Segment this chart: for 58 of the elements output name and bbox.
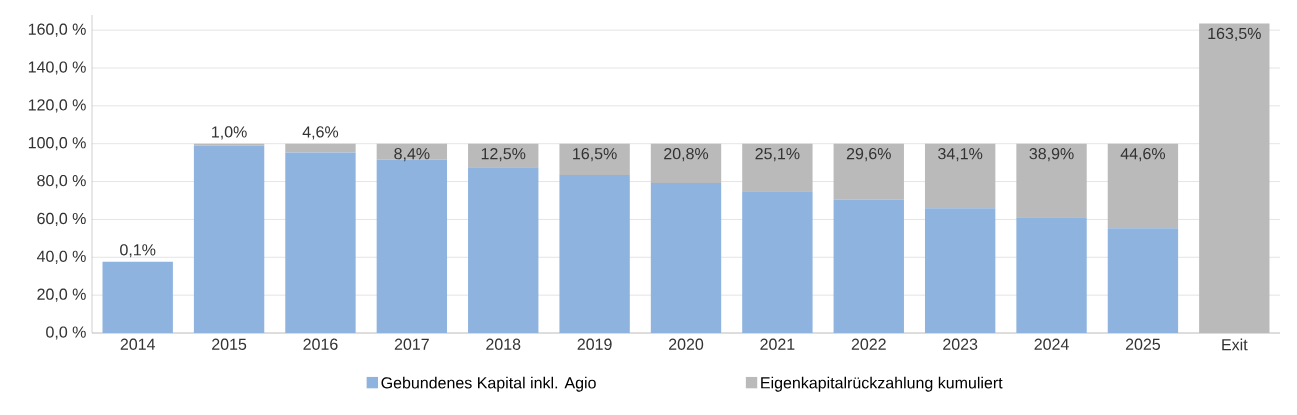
bar: [559, 143, 630, 175]
bar: [924, 143, 996, 209]
y-tick-label: 0,0 %: [46, 326, 86, 340]
y-tick-label: 100,0 %: [28, 137, 86, 151]
data-label: 163,5%: [1208, 27, 1261, 41]
data-label: 25,1%: [755, 147, 800, 162]
bar: [742, 191, 813, 333]
data-label: 0,1%: [120, 244, 156, 258]
x-tick-label: 2020: [669, 338, 704, 350]
data-label: 34,1%: [938, 147, 983, 162]
bar: [833, 199, 904, 333]
data-label: 8,4%: [394, 147, 430, 162]
bar: [559, 174, 630, 333]
data-label: 38,9%: [1029, 147, 1074, 162]
bar: [1107, 143, 1179, 229]
x-tick-label: 2024: [1034, 338, 1069, 350]
data-label: 16,5%: [573, 147, 617, 162]
data-label: 29,6%: [846, 147, 891, 162]
bar: [1107, 228, 1179, 333]
x-tick-label: 2022: [851, 338, 886, 350]
x-tick-label: 2015: [212, 338, 247, 350]
bar: [833, 143, 904, 200]
bar: [924, 208, 996, 333]
y-tick-label: 20,0 %: [37, 288, 86, 302]
bar: [376, 143, 448, 160]
bar: [102, 261, 173, 333]
x-tick-label: 2016: [303, 338, 338, 350]
bar: [650, 143, 722, 184]
x-tick-label: 2023: [943, 338, 978, 350]
y-tick-label: 80,0 %: [37, 174, 86, 189]
data-label: 1,0%: [212, 126, 247, 140]
bar: [285, 143, 356, 153]
x-tick-label: 2019: [577, 338, 612, 350]
bar: [1199, 23, 1270, 333]
x-tick-label: 2025: [1125, 338, 1161, 350]
bar: [468, 167, 539, 333]
bar: [285, 152, 356, 333]
y-tick-label: 120,0 %: [28, 99, 86, 113]
x-tick-label: 2021: [760, 338, 795, 350]
y-tick-label: 160,0 %: [28, 23, 86, 37]
x-tick-label: 2018: [486, 338, 521, 350]
legend-label: Eigenkapitalrückzahlung kumuliert: [761, 376, 1003, 392]
x-tick-label: 2014: [120, 338, 156, 350]
bar: [193, 145, 265, 333]
bar: [1016, 217, 1087, 333]
x-tick-label: Exit: [1222, 338, 1248, 351]
data-label: 20,8%: [664, 147, 709, 162]
y-tick-label: 40,0 %: [36, 250, 86, 264]
legend-label: Gebundenes Kapital inkl. Agio: [381, 376, 596, 392]
y-tick-label: 60,0 %: [37, 212, 86, 227]
bar: [1016, 143, 1087, 218]
bar: [650, 183, 722, 333]
y-tick-label: 140,0 %: [28, 61, 86, 75]
data-label: 44,6%: [1120, 147, 1166, 162]
x-tick-label: 2017: [394, 338, 429, 350]
bar: [742, 143, 813, 192]
data-label: 12,5%: [481, 147, 526, 162]
data-label: 4,6%: [302, 126, 339, 140]
